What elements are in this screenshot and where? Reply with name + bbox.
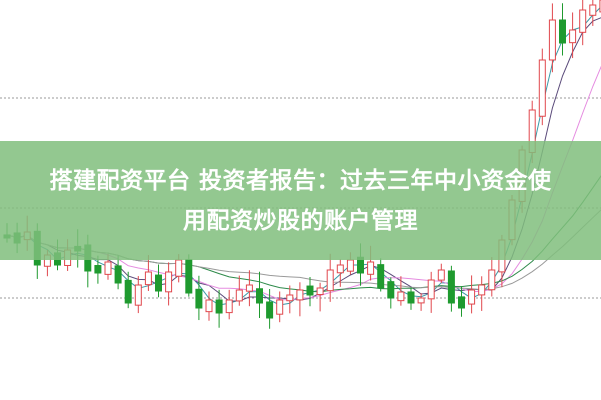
candle-body xyxy=(437,269,445,281)
candle-body xyxy=(397,291,405,302)
candle-body xyxy=(296,289,304,301)
candle-body xyxy=(579,9,587,33)
candle-body xyxy=(559,19,566,44)
candle-body xyxy=(367,261,375,275)
candle-body xyxy=(266,301,274,319)
candle-body xyxy=(144,271,152,286)
candle-body xyxy=(377,264,385,289)
candle-body xyxy=(478,284,486,296)
candle-body xyxy=(447,270,455,304)
candle-body xyxy=(114,265,122,284)
candle-body xyxy=(94,265,102,274)
candle-body xyxy=(215,299,223,314)
candle-body xyxy=(155,274,162,292)
title-line-1: 搭建配资平台 投资者报告：过去三年中小资金使 xyxy=(49,167,552,194)
candle-body xyxy=(134,284,142,306)
candle-body xyxy=(538,59,546,117)
candle-body xyxy=(326,269,334,292)
title-banner: 搭建配资平台 投资者报告：过去三年中小资金使 用配资炒股的账户管理 xyxy=(0,141,601,260)
candle-body xyxy=(387,281,395,299)
candle-body xyxy=(417,297,425,304)
candle-body xyxy=(458,296,465,309)
candle-body xyxy=(427,279,435,300)
candle-body xyxy=(205,299,213,313)
candle-body xyxy=(599,0,601,13)
candle-body xyxy=(306,285,314,296)
candle-body xyxy=(245,284,253,292)
candle-body xyxy=(548,19,556,61)
candle-body xyxy=(185,259,193,294)
candle-body xyxy=(256,288,263,304)
candle-body xyxy=(225,299,233,314)
candle-body xyxy=(316,287,324,296)
candle-body xyxy=(104,261,112,275)
title-line-2: 用配资炒股的账户管理 xyxy=(183,207,418,234)
candle-body xyxy=(124,279,132,304)
candle-body xyxy=(407,291,415,304)
candle-body xyxy=(165,271,173,293)
candle-body xyxy=(336,264,344,274)
candle-body xyxy=(488,269,496,291)
candle-body xyxy=(276,299,284,315)
candle-body xyxy=(569,29,577,44)
candle-body xyxy=(468,289,476,305)
candle-body xyxy=(346,259,354,272)
candle-body xyxy=(286,294,294,302)
candle-body xyxy=(235,289,243,302)
candle-body xyxy=(589,4,597,16)
candle-body xyxy=(175,259,183,277)
candle-body xyxy=(195,288,203,309)
